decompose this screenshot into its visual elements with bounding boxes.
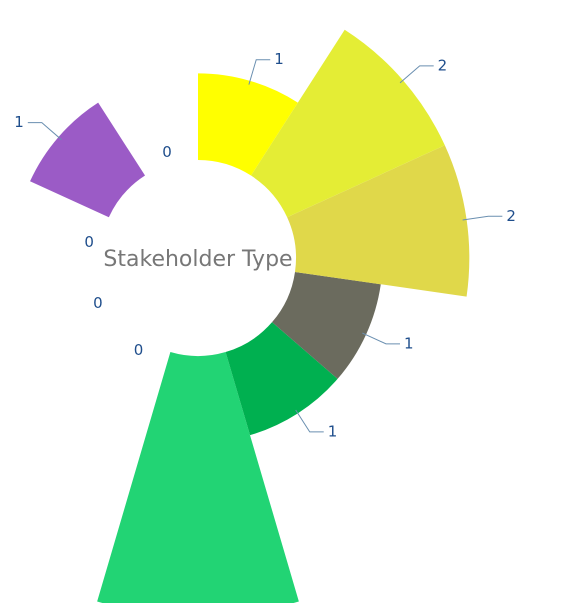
chart-title: Stakeholder Type (103, 247, 292, 272)
leader-line (462, 215, 503, 221)
value-label: 1 (404, 334, 414, 352)
value-label: 1 (328, 422, 338, 440)
leader-line (295, 409, 324, 433)
value-label: 1 (14, 113, 24, 131)
rose-segment (272, 271, 381, 379)
rose-segment (250, 29, 445, 218)
rose-segment (30, 102, 146, 218)
value-label: 2 (438, 56, 448, 74)
rose-segment (287, 145, 470, 297)
leader-line (399, 65, 434, 84)
rose-segment (198, 73, 298, 176)
value-label: 0 (84, 233, 94, 251)
leader-line (27, 122, 62, 141)
value-label: 0 (162, 143, 172, 161)
leader-line (362, 332, 400, 345)
value-label: 0 (134, 341, 144, 359)
value-label: 0 (93, 294, 103, 312)
leader-line (248, 59, 271, 85)
value-label: 1 (274, 50, 284, 68)
rose-segment (225, 322, 338, 436)
rose-segment (97, 352, 299, 603)
value-label: 2 (506, 207, 516, 225)
